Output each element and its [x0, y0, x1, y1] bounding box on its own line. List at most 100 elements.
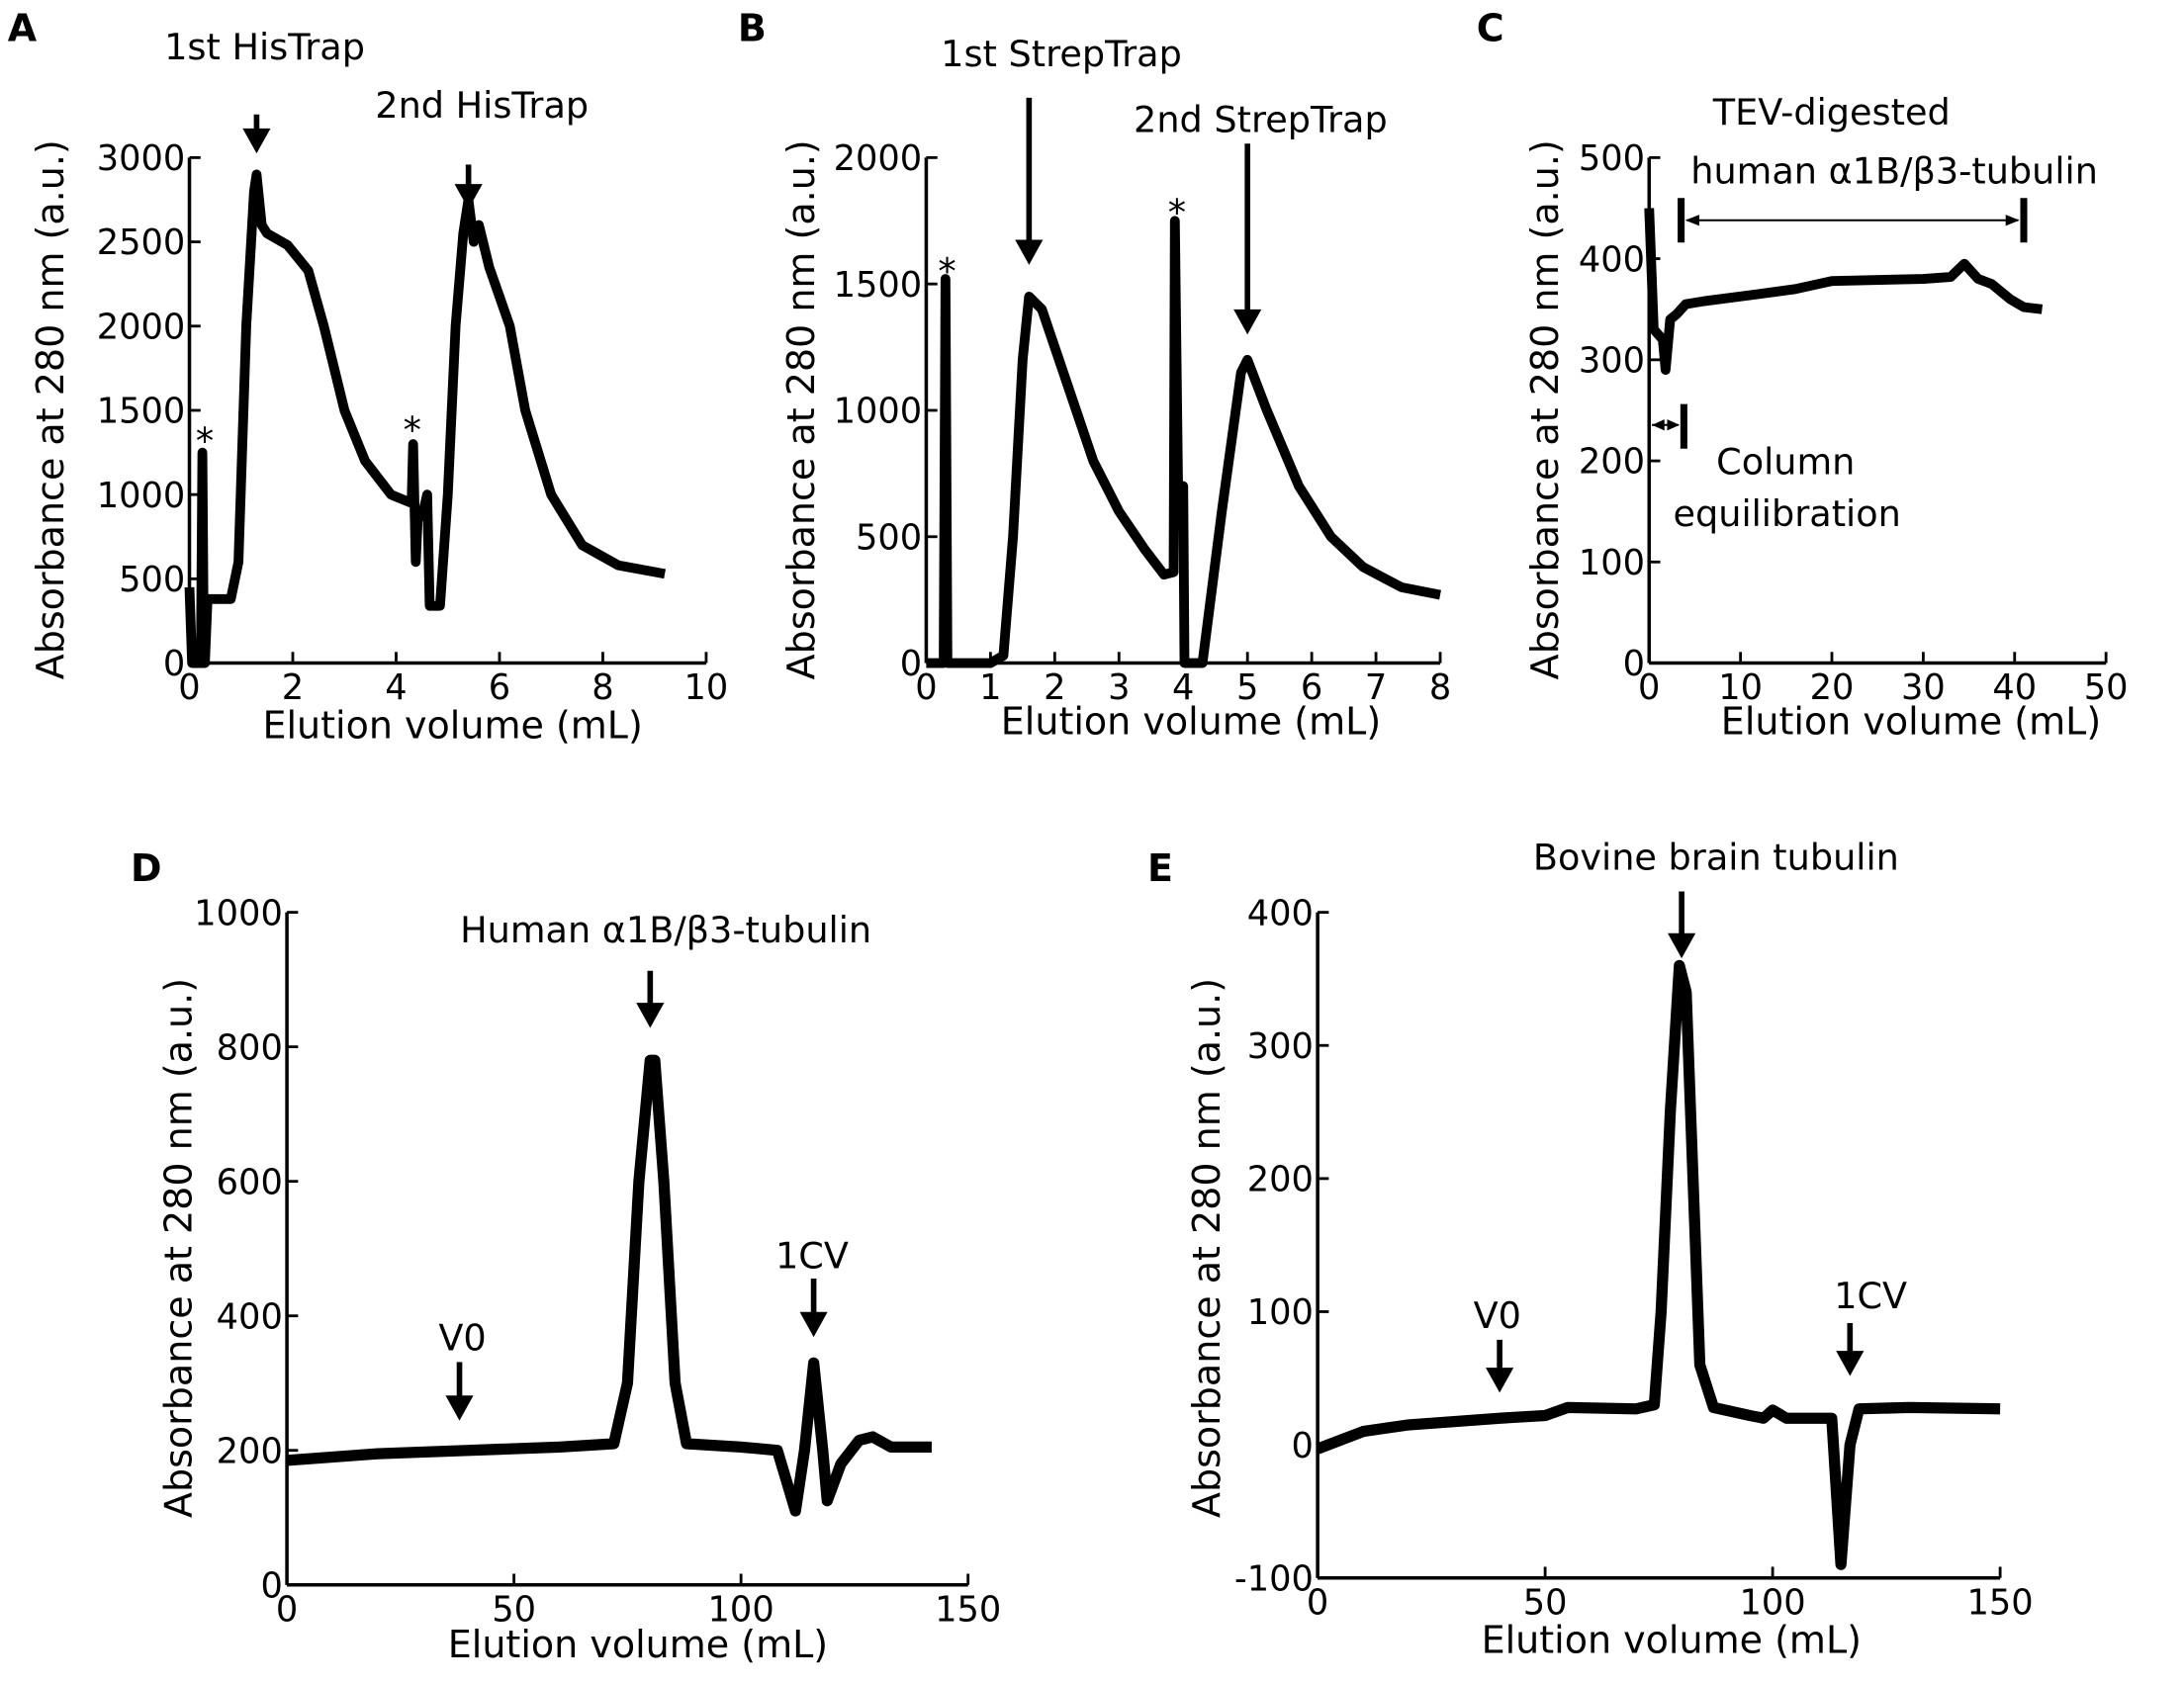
arrow-right-icon	[2005, 215, 2020, 226]
peak-label: 1st StrepTrap	[941, 33, 1182, 75]
y-tick-label: 1000	[834, 392, 923, 432]
x-tick-label: 100	[708, 1589, 774, 1630]
peak-label: 2nd StrepTrap	[1134, 98, 1388, 140]
x-tick-label: 10	[684, 667, 729, 708]
asterisk-marker: *	[196, 420, 214, 463]
panel-b: B 0 1 2 3 4 5 6 7 8 0 500 1000 1500 2000 Elution volume…	[738, 7, 1451, 744]
y-tick-label: 400	[217, 1296, 283, 1337]
x-axis-label: Elution volume (mL)	[1482, 1619, 1862, 1662]
y-tick-label: 200	[217, 1431, 283, 1471]
y-tick-label: 800	[217, 1027, 283, 1068]
arrow-down-icon	[1836, 1351, 1865, 1376]
x-tick-label: 50	[2084, 667, 2129, 708]
y-tick-label: 300	[1579, 341, 1645, 382]
x-axis-label: Elution volume (mL)	[448, 1623, 828, 1666]
panel-d: D 0 50 100 150 0 200 400 600 800 1000 Elution volum…	[131, 846, 1001, 1666]
x-tick-label: 5	[1236, 667, 1258, 708]
y-tick-label: 0	[163, 644, 185, 684]
x-tick-label: 4	[385, 667, 407, 708]
arrow-down-icon	[799, 1311, 828, 1338]
panel-letter: B	[738, 7, 767, 50]
y-tick-label: 500	[1579, 138, 1645, 179]
peak-label: 1CV	[775, 1234, 849, 1277]
x-tick-label: 0	[915, 667, 937, 708]
absorbance-trace	[184, 169, 667, 668]
arrow-left-icon	[1652, 419, 1665, 431]
y-tick-label: 300	[1247, 1026, 1314, 1067]
arrow-down-icon	[454, 184, 483, 210]
arrow-down-icon	[1486, 1368, 1514, 1393]
panel-letter: D	[131, 846, 162, 890]
y-axis-label: Absorbance at 280 nm (a.u.)	[1185, 978, 1228, 1518]
y-tick-label: 400	[1247, 893, 1314, 933]
panel-a: A 0 2 4 6 8 10 0 500 1000 1500 2000 2500 3000 Elution …	[8, 7, 729, 748]
absorbance-trace	[1316, 959, 2001, 1570]
x-tick-label: 8	[1429, 667, 1451, 708]
y-tick-label: 600	[217, 1162, 283, 1202]
arrow-down-icon	[1015, 239, 1044, 265]
x-tick-label: 20	[1810, 667, 1855, 708]
y-axis-label: Absorbance at 280 nm (a.u.)	[157, 978, 201, 1518]
arrow-down-icon	[242, 128, 271, 154]
peak-label: Column	[1716, 441, 1855, 484]
y-tick-label: 1000	[194, 893, 283, 933]
x-axis-label: Elution volume (mL)	[1001, 699, 1381, 743]
x-tick-label: 8	[592, 667, 613, 708]
x-tick-label: 40	[1992, 667, 2037, 708]
y-tick-label: -100	[1234, 1558, 1314, 1599]
x-tick-label: 50	[492, 1589, 536, 1630]
peak-label: Human α1B/β3-tubulin	[460, 909, 871, 951]
peak-label: human α1B/β3-tubulin	[1690, 149, 2098, 192]
y-tick-label: 2000	[834, 138, 923, 179]
y-axis-label: Absorbance at 280 nm (a.u.)	[779, 139, 823, 679]
x-tick-label: 150	[1967, 1582, 2034, 1623]
peak-label: 1st HisTrap	[164, 26, 365, 68]
x-tick-label: 100	[1740, 1582, 1806, 1623]
peak-label: V0	[438, 1316, 486, 1359]
y-tick-label: 2500	[97, 222, 186, 263]
x-tick-label: 2	[282, 667, 304, 708]
x-axis-label: Elution volume (mL)	[1721, 699, 2101, 743]
absorbance-trace	[286, 1054, 932, 1517]
peak-label: equilibration	[1674, 492, 1901, 535]
peak-label: Bovine brain tubulin	[1533, 837, 1899, 879]
y-tick-label: 0	[900, 644, 922, 684]
arrow-down-icon	[445, 1395, 474, 1421]
x-tick-label: 150	[935, 1589, 1001, 1630]
panel-letter: C	[1477, 7, 1504, 50]
x-tick-label: 0	[276, 1589, 298, 1630]
absorbance-trace	[1644, 208, 2044, 376]
x-tick-label: 0	[178, 667, 200, 708]
y-tick-label: 0	[1292, 1426, 1314, 1466]
peak-label: 1CV	[1834, 1275, 1907, 1317]
x-tick-label: 2	[1044, 667, 1065, 708]
peak-label: 2nd HisTrap	[375, 84, 589, 127]
y-tick-label: 400	[1579, 239, 1645, 280]
x-tick-label: 6	[1301, 667, 1322, 708]
x-tick-label: 7	[1365, 667, 1387, 708]
arrow-right-icon	[1667, 419, 1681, 431]
x-axis-label: Elution volume (mL)	[262, 704, 642, 748]
y-axis-label: Absorbance at 280 nm (a.u.)	[1523, 139, 1567, 679]
y-tick-label: 1500	[834, 265, 923, 306]
y-tick-label: 0	[1623, 644, 1645, 684]
x-tick-label: 0	[1638, 667, 1660, 708]
y-tick-label: 100	[1579, 543, 1645, 583]
y-tick-label: 2000	[97, 307, 186, 347]
y-tick-label: 200	[1579, 442, 1645, 483]
x-tick-label: 6	[489, 667, 510, 708]
x-tick-label: 3	[1108, 667, 1130, 708]
y-tick-label: 0	[260, 1565, 282, 1606]
y-tick-label: 500	[856, 517, 922, 558]
x-tick-label: 4	[1172, 667, 1194, 708]
y-tick-label: 1000	[97, 476, 186, 516]
peak-label: V0	[1474, 1294, 1521, 1337]
x-tick-label: 0	[1307, 1582, 1328, 1623]
arrow-down-icon	[1233, 309, 1262, 335]
panel-letter: A	[8, 7, 38, 50]
x-tick-label: 1	[979, 667, 1001, 708]
panel-letter: E	[1147, 846, 1173, 890]
peak-label: TEV-digested	[1712, 91, 1951, 133]
y-tick-label: 1500	[97, 392, 186, 432]
